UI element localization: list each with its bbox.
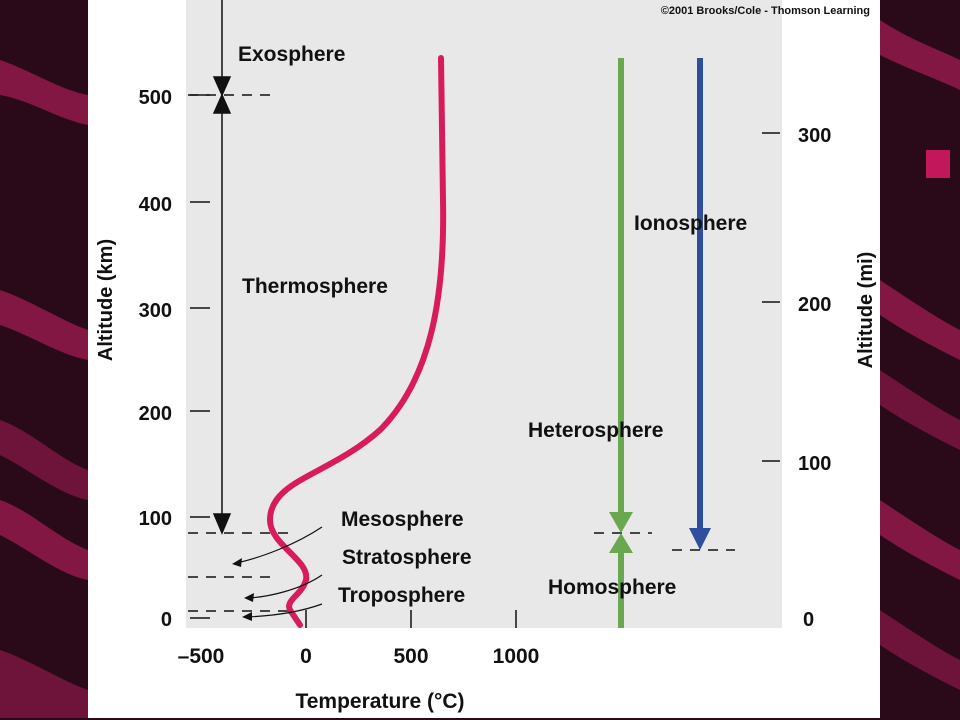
label-ionosphere: Ionosphere [634, 212, 747, 235]
y-left-tick-100: 100 [139, 508, 172, 530]
x-tick-minus500: –500 [178, 645, 225, 668]
y-right-tick-300: 300 [798, 125, 831, 147]
label-homosphere: Homosphere [548, 576, 676, 599]
label-troposphere: Troposphere [338, 584, 465, 607]
y-right-tick-0: 0 [803, 609, 814, 631]
x-tick-0: 0 [300, 645, 312, 668]
y-left-tick-300: 300 [139, 300, 172, 322]
heterosphere-homosphere-arrow [609, 58, 633, 628]
y-right-tick-100: 100 [798, 453, 831, 475]
y-right-axis [762, 132, 780, 462]
plot-background [186, 0, 782, 628]
label-exosphere: Exosphere [238, 43, 345, 66]
y-right-axis-label: Altitude (mi) [855, 252, 877, 369]
temperature-curve [266, 55, 447, 628]
layer-pointer-arrows [235, 526, 323, 618]
label-thermosphere: Thermosphere [242, 275, 388, 298]
y-left-tick-400: 400 [139, 194, 172, 216]
ionosphere-arrow [689, 58, 711, 550]
layer-pointer-arrowheads [232, 558, 254, 621]
thermosphere-extent-arrow [212, 0, 232, 535]
label-stratosphere: Stratosphere [342, 546, 472, 569]
y-right-tick-200: 200 [798, 294, 831, 316]
y-left-axis-label: Altitude (km) [95, 239, 117, 361]
label-mesosphere: Mesosphere [341, 508, 464, 531]
label-heterosphere: Heterosphere [528, 419, 663, 442]
x-tick-500: 500 [393, 645, 428, 668]
x-axis-label: Temperature (°C) [295, 690, 464, 713]
y-left-tick-200: 200 [139, 403, 172, 425]
x-axis [305, 610, 517, 628]
y-left-tick-0: 0 [161, 609, 172, 631]
copyright-text: ©2001 Brooks/Cole - Thomson Learning [661, 5, 870, 17]
y-left-axis [190, 94, 210, 619]
y-left-tick-500: 500 [139, 87, 172, 109]
layer-boundaries [188, 94, 735, 612]
x-tick-1000: 1000 [493, 645, 540, 668]
